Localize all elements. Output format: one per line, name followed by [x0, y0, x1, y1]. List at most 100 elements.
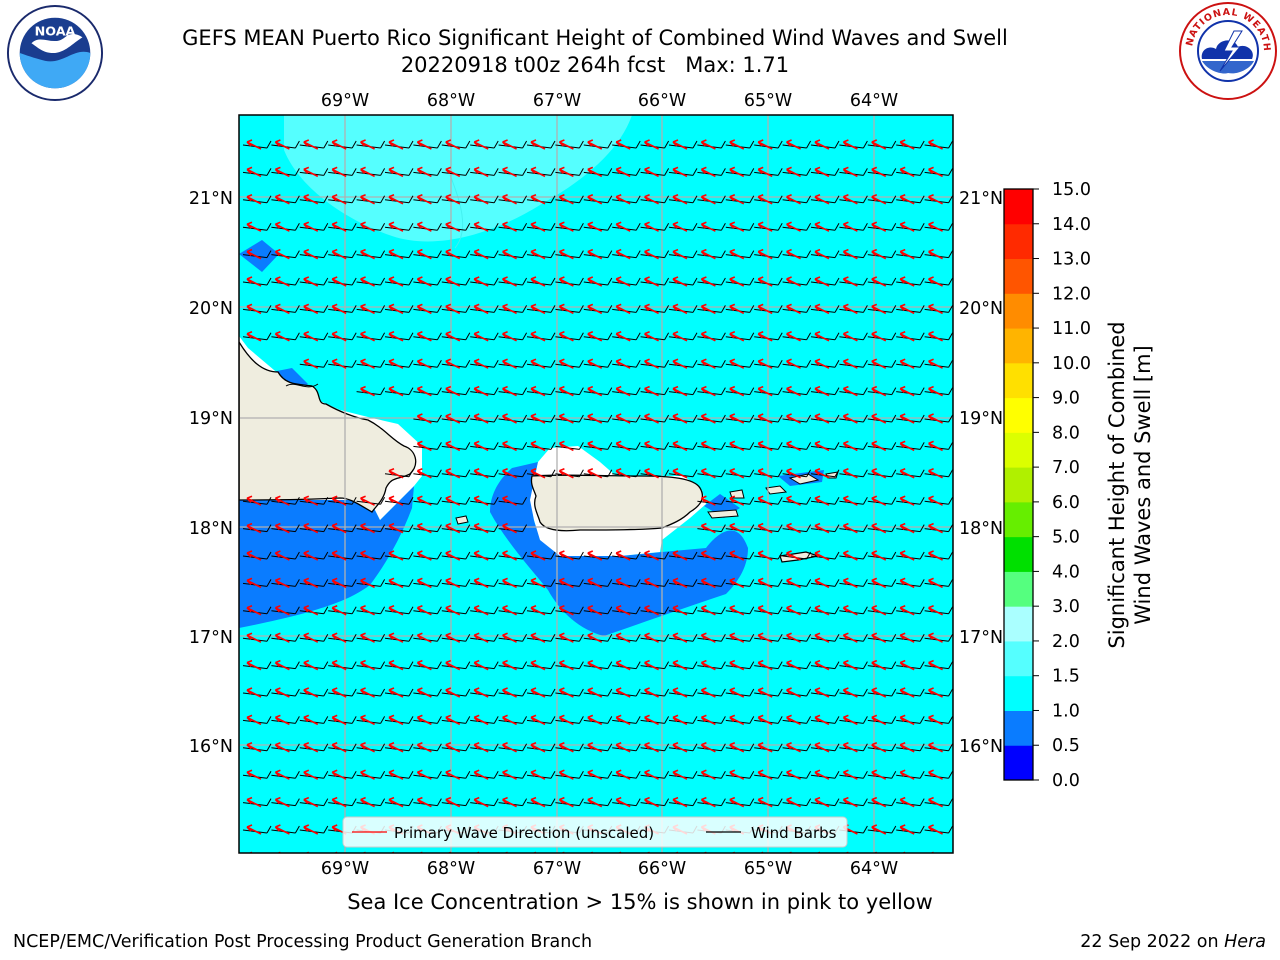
wave-direction-arrow — [700, 495, 716, 506]
wave-direction-arrow — [644, 577, 659, 589]
wave-direction-arrow — [757, 632, 773, 643]
wave-direction-arrow — [502, 248, 517, 260]
wave-direction-arrow — [502, 714, 517, 726]
wave-direction-arrow — [473, 769, 489, 780]
wave-direction-arrow — [246, 522, 262, 534]
wave-direction-arrow — [672, 659, 688, 671]
wave-direction-arrow — [445, 605, 461, 616]
wave-direction-arrow — [502, 659, 517, 671]
wave-direction-arrow — [644, 413, 659, 424]
wave-direction-arrow — [814, 659, 830, 671]
wave-direction-arrow — [303, 769, 319, 780]
lon-labels-bottom: 69°W 68°W 67°W 66°W 65°W 64°W — [321, 859, 898, 879]
wave-direction-arrow — [303, 358, 319, 369]
wave-direction-arrow — [871, 522, 887, 534]
wave-direction-arrow — [814, 166, 830, 178]
wave-direction-arrow — [587, 577, 603, 589]
wave-direction-arrow — [473, 605, 489, 616]
wave-direction-arrow — [899, 605, 915, 616]
footer-branch: NCEP/EMC/Verification Post Processing Pr… — [13, 932, 593, 952]
wave-direction-arrow — [842, 358, 858, 369]
wave-direction-arrow — [928, 659, 943, 671]
wave-direction-arrow — [672, 605, 688, 616]
wave-direction-arrow — [416, 577, 432, 589]
wave-direction-arrow — [530, 468, 546, 479]
wave-direction-arrow — [700, 139, 716, 150]
wave-direction-arrow — [644, 385, 659, 397]
wave-direction-arrow — [700, 248, 716, 260]
wave-direction-arrow — [274, 714, 290, 726]
wave-direction-arrow — [757, 358, 773, 369]
wave-direction-arrow — [700, 413, 716, 424]
wave-direction-arrow — [700, 632, 716, 643]
wave-direction-arrow — [388, 139, 404, 150]
wave-direction-arrow — [558, 632, 574, 643]
wave-direction-arrow — [416, 550, 432, 561]
wave-direction-arrow — [928, 413, 943, 424]
wave-direction-arrow — [928, 468, 943, 479]
wave-direction-arrow — [672, 687, 688, 698]
wave-direction-arrow — [274, 769, 290, 780]
wave-direction-arrow — [360, 659, 375, 671]
wave-direction-arrow — [842, 714, 858, 726]
wave-direction-arrow — [445, 194, 461, 205]
wave-direction-arrow — [615, 385, 631, 397]
wave-direction-arrow — [502, 550, 517, 561]
wave-direction-arrow — [842, 413, 858, 424]
wave-direction-arrow — [814, 577, 830, 589]
wave-direction-arrow — [416, 742, 432, 753]
wave-direction-arrow — [473, 331, 489, 342]
wave-direction-arrow — [388, 303, 404, 315]
wave-direction-arrow — [530, 577, 546, 589]
wave-direction-arrow — [615, 440, 631, 452]
wave-direction-arrow — [473, 495, 489, 506]
wave-direction-arrow — [672, 221, 688, 232]
colorbar-tick-label: 8.0 — [1052, 423, 1080, 443]
wave-direction-arrow — [388, 522, 404, 534]
wave-direction-arrow — [246, 605, 262, 616]
wave-direction-arrow — [786, 796, 801, 808]
wave-direction-arrow — [530, 358, 546, 369]
wave-direction-arrow — [786, 468, 801, 479]
wave-direction-arrow — [331, 550, 347, 561]
wave-direction-arrow — [644, 769, 659, 780]
wave-direction-arrow — [587, 276, 603, 287]
wave-direction-arrow — [587, 358, 603, 369]
wave-direction-arrow — [814, 248, 830, 260]
wave-direction-arrow — [416, 194, 432, 205]
wave-direction-arrow — [502, 276, 517, 287]
wave-direction-arrow — [814, 468, 830, 479]
wave-direction-arrow — [928, 440, 943, 452]
wave-direction-arrow — [530, 687, 546, 698]
wave-direction-arrow — [530, 139, 546, 150]
wave-direction-arrow — [416, 276, 432, 287]
wave-direction-arrow — [416, 468, 432, 479]
wave-direction-arrow — [814, 139, 830, 150]
wave-direction-arrow — [360, 194, 375, 205]
wave-direction-arrow — [928, 796, 943, 808]
wave-direction-arrow — [274, 687, 290, 698]
wave-direction-arrow — [502, 632, 517, 643]
wave-direction-arrow — [331, 166, 347, 178]
wave-direction-arrow — [814, 358, 830, 369]
colorbar-segment — [1004, 223, 1033, 260]
colorbar-segment — [1004, 501, 1033, 538]
wave-direction-arrow — [757, 385, 773, 397]
wave-direction-arrow — [672, 769, 688, 780]
wave-direction-arrow — [558, 358, 574, 369]
wave-direction-arrow — [814, 796, 830, 808]
lon-label: 66°W — [638, 91, 686, 111]
sea-ice-note: Sea Ice Concentration > 15% is shown in … — [347, 890, 933, 914]
wave-direction-arrow — [587, 194, 603, 205]
wave-direction-arrow — [388, 714, 404, 726]
colorbar-tick-label: 0.5 — [1052, 736, 1080, 756]
colorbar-segment — [1004, 189, 1033, 225]
wave-direction-arrow — [473, 550, 489, 561]
wave-direction-arrow — [416, 303, 432, 315]
wave-direction-arrow — [899, 632, 915, 643]
wave-direction-arrow — [502, 303, 517, 315]
wave-direction-arrow — [871, 632, 887, 643]
wave-direction-arrow — [445, 796, 461, 808]
wave-direction-arrow — [587, 796, 603, 808]
wave-direction-arrow — [842, 221, 858, 232]
